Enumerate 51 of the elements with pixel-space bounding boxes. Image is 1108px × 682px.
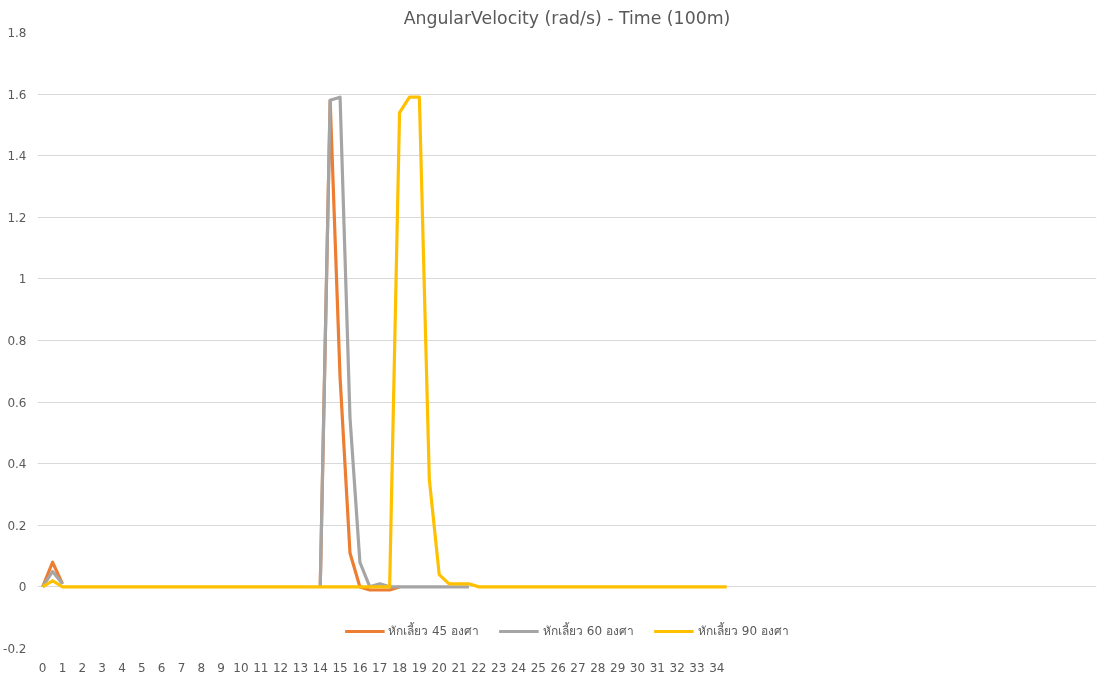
x-tick-label: 7 <box>177 660 186 675</box>
x-tick-label: 1 <box>58 660 67 675</box>
y-tick-label: 0 <box>18 580 27 595</box>
x-tick-label: 5 <box>137 660 146 675</box>
x-tick-label: 30 <box>629 660 646 675</box>
y-tick-label: 0.6 <box>7 395 27 410</box>
x-tick-label: 23 <box>491 660 507 675</box>
x-tick-label: 24 <box>510 660 527 675</box>
x-tick-label: 10 <box>233 660 249 675</box>
x-tick-label: 3 <box>98 660 106 675</box>
x-tick-label: 16 <box>352 660 368 675</box>
x-tick-label: 26 <box>550 660 566 675</box>
y-tick-label: 1.8 <box>7 26 27 40</box>
y-tick-label: -0.2 <box>3 642 27 656</box>
x-tick-label: 29 <box>610 660 626 675</box>
y-tick-label: 0.8 <box>7 334 27 348</box>
x-tick-label: 4 <box>118 660 126 675</box>
x-tick-label: 27 <box>570 660 586 675</box>
x-tick-label: 34 <box>709 660 725 675</box>
legend-label: หักเลี้ยว 45 องศา <box>388 621 480 640</box>
x-tick-label: 17 <box>372 660 388 675</box>
x-tick-label: 13 <box>292 660 309 675</box>
x-tick-label: 15 <box>332 660 348 675</box>
y-tick-label: 1.4 <box>7 149 27 164</box>
y-tick-label: 0.2 <box>7 518 27 533</box>
y-tick-label: 1.6 <box>7 87 27 102</box>
y-tick-label: 1 <box>18 272 27 287</box>
x-tick-label: 11 <box>253 660 269 675</box>
x-tick-label: 18 <box>391 660 408 675</box>
x-tick-label: 0 <box>38 660 47 675</box>
legend-label: หักเลี้ยว 90 องศา <box>697 621 789 640</box>
x-tick-label: 8 <box>197 660 206 675</box>
x-tick-label: 12 <box>272 660 289 675</box>
x-tick-label: 32 <box>669 660 685 675</box>
chart-title: AngularVelocity (rad/s) - Time (100m) <box>403 7 731 28</box>
x-tick-label: 6 <box>157 660 166 675</box>
x-tick-label: 21 <box>451 660 467 675</box>
x-tick-label: 22 <box>471 660 487 675</box>
x-tick-label: 28 <box>590 660 606 675</box>
legend-label: หักเลี้ยว 60 องศา <box>543 621 634 640</box>
x-tick-label: 31 <box>649 660 665 675</box>
x-tick-label: 25 <box>530 660 546 675</box>
x-tick-label: 14 <box>312 660 328 675</box>
y-tick-label: 0.4 <box>7 457 27 472</box>
x-tick-label: 19 <box>411 660 428 675</box>
x-tick-label: 2 <box>78 660 87 675</box>
x-tick-label: 33 <box>689 660 705 675</box>
y-tick-label: 1.2 <box>7 210 27 225</box>
line-series <box>41 95 729 589</box>
x-tick-label: 20 <box>431 660 447 675</box>
x-tick-label: 9 <box>217 660 225 675</box>
